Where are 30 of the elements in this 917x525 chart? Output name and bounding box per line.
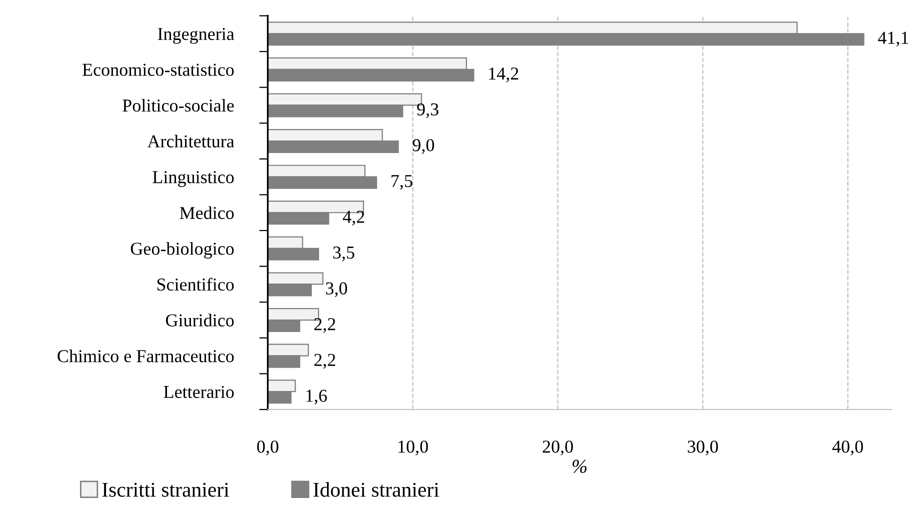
x-axis-title: % [572,460,587,473]
y-tick-label: Scientifico [157,278,234,291]
data-label: 14,2 [489,68,518,82]
y-tick-label: Geo-biologico [130,242,234,259]
y-tick-label: Letterario [164,386,234,398]
data-label: 2,2 [314,318,336,333]
data-label: 7,5 [392,175,412,190]
y-tick-label: Economico-statistico [82,64,234,76]
data-label: 9,3 [417,103,438,118]
x-tick-label: 0,0 [257,440,278,456]
data-label: 2,2 [314,354,336,369]
data-label: 3,5 [333,246,354,262]
data-label: 1,6 [306,390,327,404]
data-label: 4,2 [342,210,364,226]
y-tick-label: Architettura [147,134,234,148]
y-tick-label: Giuridico [166,314,234,326]
legend-label: Iscritti stranieri [102,482,230,497]
y-tick-label: Chimico e Farmaceutico [58,350,234,362]
y-tick-label: Linguistico [152,171,234,187]
x-tick-label: 10,0 [398,440,428,456]
x-tick-label: 30,0 [688,440,718,456]
y-tick-label: Politico-sociale [122,98,234,112]
x-tick-label: 20,0 [542,440,573,456]
data-label: 3,0 [326,282,348,298]
data-label: 9,0 [412,139,434,154]
y-tick-label: Medico [180,206,234,220]
data-label: 41,1 [878,32,908,46]
y-tick-label: Ingegneria [158,28,234,44]
x-tick-label: 40,0 [832,440,863,456]
legend-label: Idonei stranieri [314,482,440,497]
